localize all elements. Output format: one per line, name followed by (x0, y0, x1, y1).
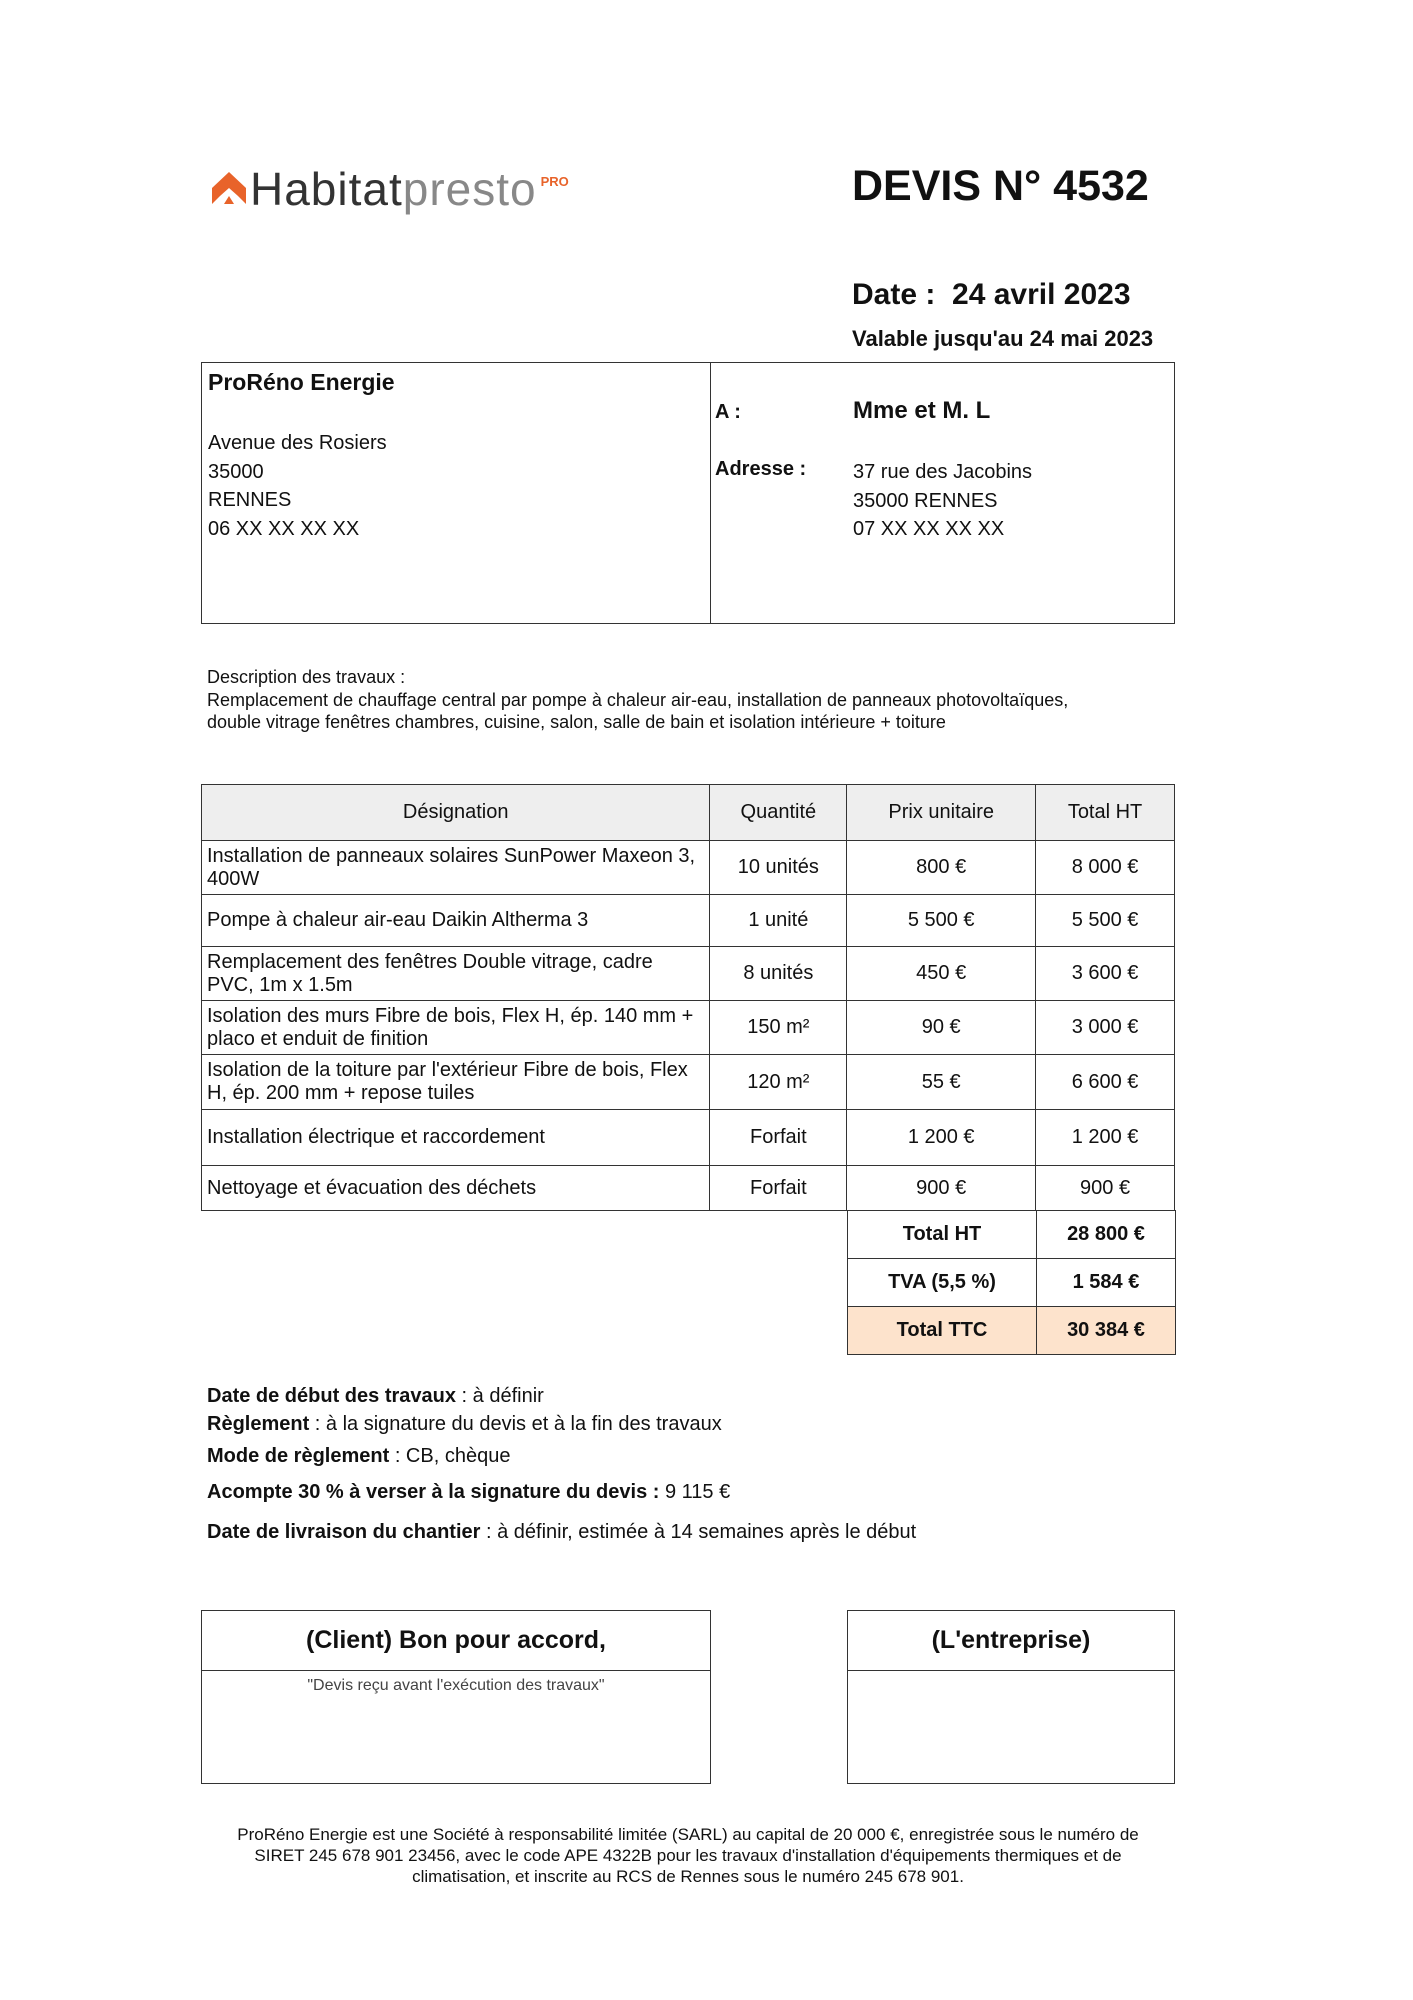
total-ht-row: Total HT 28 800 € (847, 1210, 1176, 1259)
to-label: A : (715, 401, 741, 423)
items-table: Désignation Quantité Prix unitaire Total HT… (200, 784, 1175, 1211)
company-signature-box: (L'entreprise) (847, 1610, 1175, 1784)
house-icon (212, 172, 246, 204)
table-row: Isolation des murs Fibre de bois, Flex H… (200, 1000, 1175, 1055)
client-address: 37 rue des Jacobins 35000 RENNES 07 XX XX … (853, 461, 1033, 540)
quote-title: DEVIS N° 4532 (852, 162, 1149, 210)
table-row: Installation de panneaux solaires SunPow… (200, 840, 1175, 895)
divider (710, 363, 711, 623)
address-label: Adresse : (715, 458, 807, 480)
table-row: Installation électrique et raccordement F… (200, 1109, 1175, 1166)
table-row: Remplacement des fenêtres Double vitrage… (200, 946, 1175, 1001)
client-name: Mme et M. L (853, 397, 991, 424)
table-row: Nettoyage et évacuation des déchets Forfa… (200, 1165, 1175, 1211)
client-signature-box: (Client) Bon pour accord, "Devis reçu av… (201, 1610, 711, 1784)
table-row: Pompe à chaleur air-eau Daikin Altherma … (200, 894, 1175, 947)
parties-box: ProRéno Energie Avenue des Rosiers 35000 R… (201, 362, 1175, 624)
term-payment-mode: Mode de règlement : CB, chèque (207, 1445, 511, 1467)
term-deposit: Acompte 30 % à verser à la signature du … (207, 1481, 731, 1503)
term-payment: Règlement : à la signature du devis et à… (207, 1413, 722, 1435)
table-header: Désignation Quantité Prix unitaire Total HT (200, 784, 1175, 841)
validity: Valable jusqu'au 24 mai 2023 (852, 326, 1154, 351)
company-address: Avenue des Rosiers 35000 RENNES 06 XX XX XX… (208, 432, 387, 540)
work-description: Description des travaux : Remplacement de… (207, 667, 1069, 732)
total-ttc-row: Total TTC 30 384 € (847, 1306, 1176, 1355)
company-name: ProRéno Energie (208, 369, 395, 395)
table-row: Isolation de la toiture par l'extérieur … (200, 1054, 1175, 1110)
term-delivery: Date de livraison du chantier : à défini… (207, 1521, 917, 1543)
habitatpresto-logo: Habitat presto PRO (212, 164, 569, 212)
legal-footer: ProRéno Energie est une Société à respon… (237, 1825, 1139, 1886)
quote-date: Date : 24 avril 2023 (852, 278, 1131, 311)
tva-row: TVA (5,5 %) 1 584 € (847, 1258, 1176, 1307)
term-start: Date de début des travaux : à définir (207, 1385, 544, 1407)
totals-table: Total HT 28 800 € TVA (5,5 %) 1 584 € Tota… (847, 1210, 1176, 1355)
